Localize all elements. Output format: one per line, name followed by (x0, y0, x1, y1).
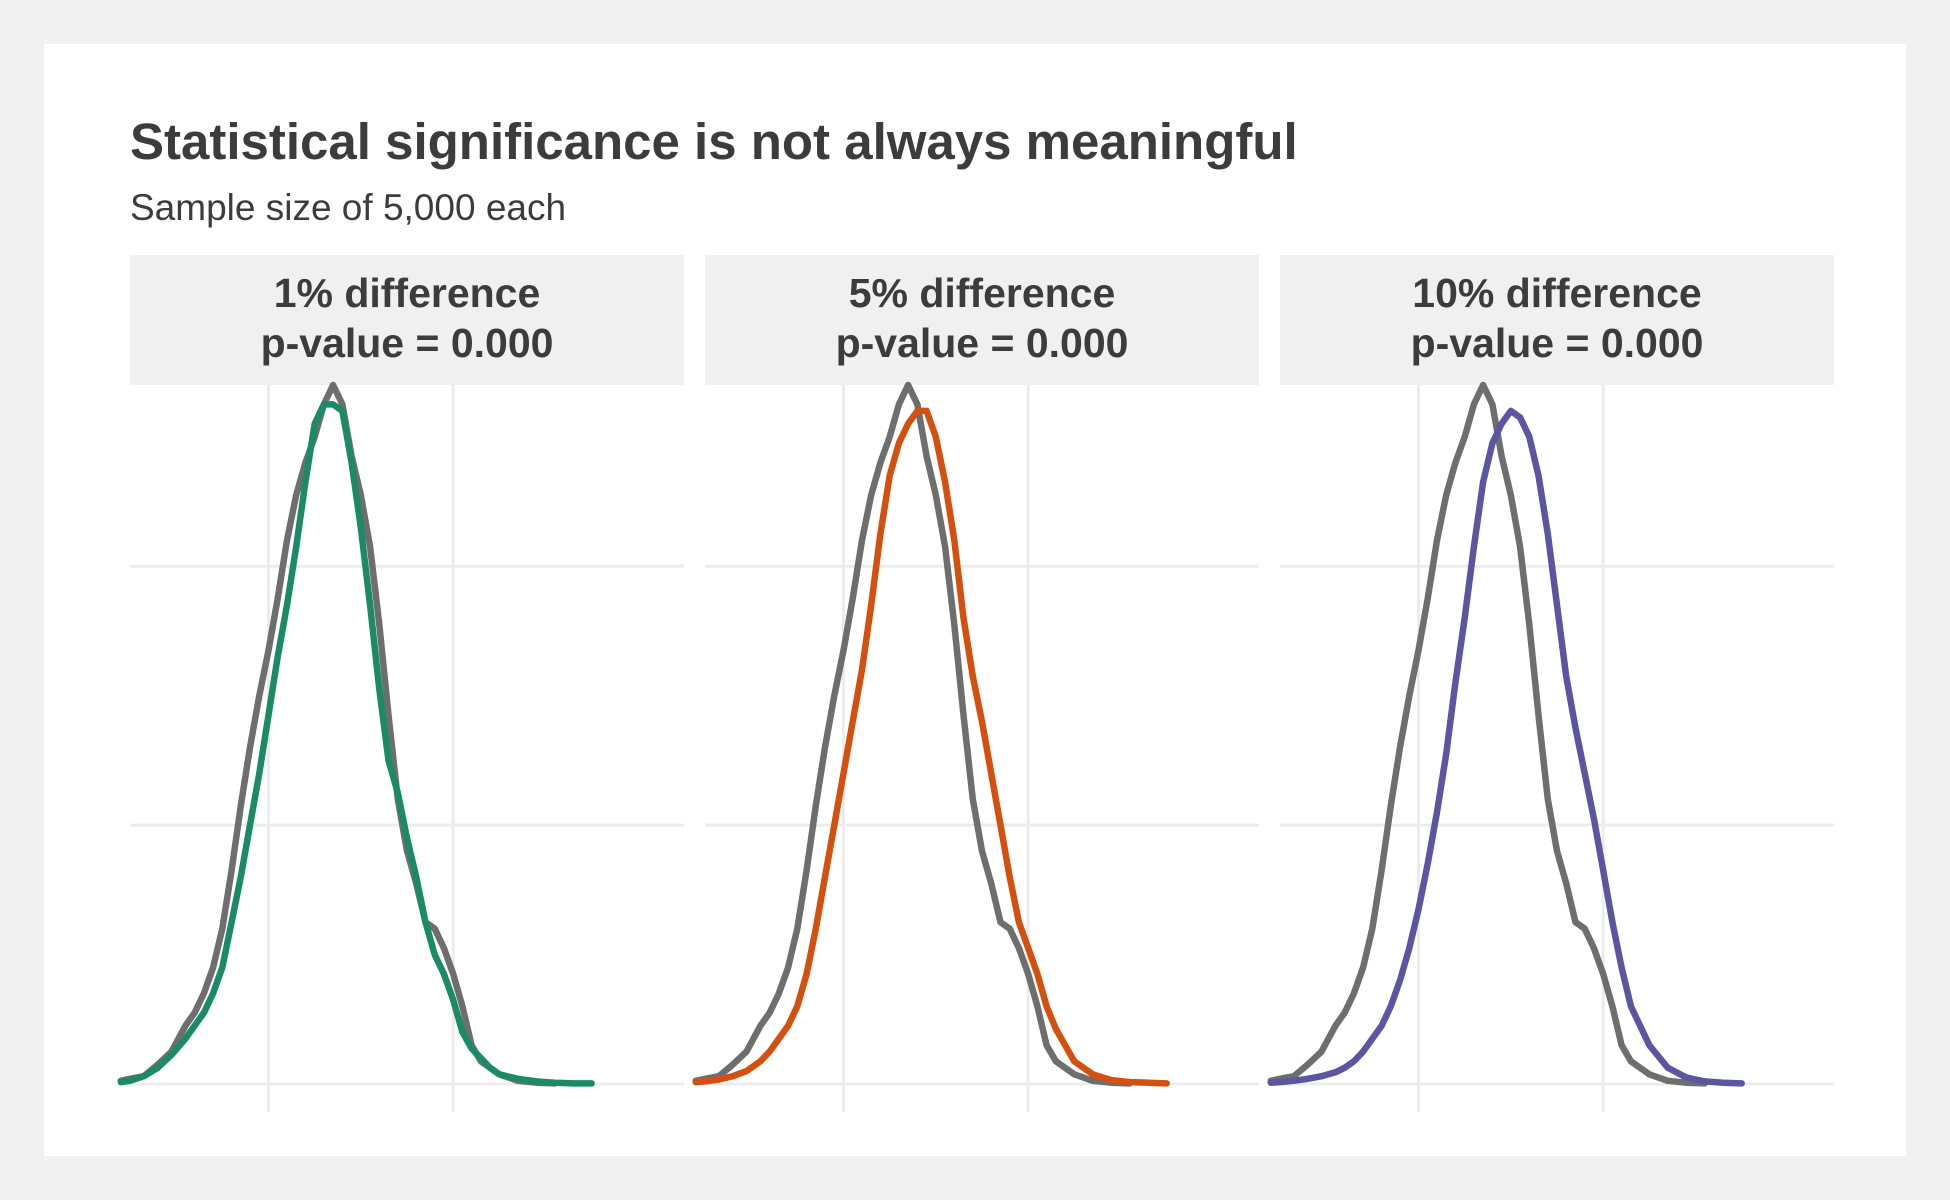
chart-title: Statistical significance is not always m… (130, 113, 1298, 170)
density-line-baseline (692, 381, 1133, 1087)
panel-strip (705, 255, 1259, 385)
panel-pvalue: p-value = 0.000 (261, 320, 554, 366)
density-line-baseline (117, 381, 558, 1087)
chart-card: Statistical significance is not always m… (44, 44, 1906, 1156)
panel-pvalue: p-value = 0.000 (1411, 320, 1704, 366)
panel-title: 10% difference (1412, 270, 1701, 316)
density-line-treatment (692, 407, 1170, 1087)
chart-subtitle: Sample size of 5,000 each (130, 187, 567, 228)
density-line-baseline (1267, 381, 1708, 1087)
panel-strip (1280, 255, 1834, 385)
panel-pvalue: p-value = 0.000 (836, 320, 1129, 366)
panel-title: 1% difference (274, 270, 541, 316)
panel-strip (130, 255, 684, 385)
density-line-treatment (117, 401, 595, 1087)
panel-title: 5% difference (849, 270, 1116, 316)
density-line-treatment (1267, 407, 1745, 1087)
